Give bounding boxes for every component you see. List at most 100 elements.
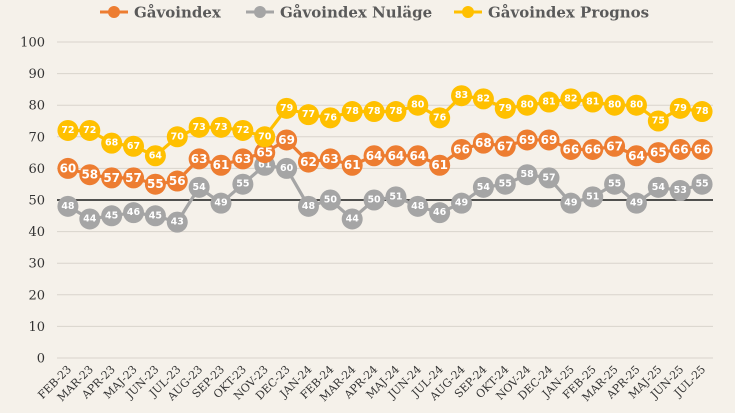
data-label: 69 bbox=[278, 133, 295, 147]
series-2: 72 72 68 67 64 70 73 73 72 70 79 77 76 78 78 78 80 76 83 82… bbox=[57, 85, 713, 167]
data-point bbox=[276, 129, 298, 151]
data-label: 51 bbox=[389, 191, 402, 202]
data-point bbox=[363, 101, 385, 123]
data-point bbox=[429, 154, 451, 176]
data-point bbox=[538, 167, 560, 189]
series-1: 48 44 45 46 45 43 54 49 55 61 60 48 50 44 50 51 48 46 49 54… bbox=[57, 154, 713, 233]
data-label: 55 bbox=[608, 179, 621, 190]
data-point bbox=[341, 208, 363, 230]
data-point bbox=[188, 148, 210, 170]
data-label: 58 bbox=[521, 169, 535, 180]
data-label: 77 bbox=[302, 109, 315, 120]
series-0: 60 58 57 57 55 56 63 61 63 65 69 62 63 61 64 64 64 61 66 68… bbox=[57, 129, 713, 195]
data-label: 81 bbox=[586, 97, 599, 108]
data-label: 63 bbox=[235, 152, 252, 166]
data-point bbox=[582, 91, 604, 113]
data-label: 78 bbox=[346, 106, 360, 117]
data-point bbox=[516, 129, 538, 151]
data-point bbox=[516, 94, 538, 116]
data-label: 83 bbox=[455, 90, 468, 101]
data-point bbox=[494, 135, 516, 157]
data-point bbox=[276, 97, 298, 119]
data-label: 69 bbox=[541, 133, 558, 147]
legend-item: Gåvoindex Nuläge bbox=[246, 4, 432, 22]
data-point bbox=[669, 138, 691, 160]
data-point bbox=[407, 195, 429, 217]
data-label: 49 bbox=[564, 198, 577, 209]
data-label: 80 bbox=[630, 100, 644, 111]
data-label: 68 bbox=[105, 138, 119, 149]
data-label: 66 bbox=[584, 142, 601, 156]
data-point bbox=[363, 189, 385, 211]
data-point bbox=[123, 135, 145, 157]
data-point bbox=[538, 91, 560, 113]
data-point bbox=[57, 119, 79, 141]
data-point bbox=[319, 107, 341, 129]
data-label: 68 bbox=[475, 136, 492, 150]
data-label: 80 bbox=[608, 100, 622, 111]
data-point bbox=[188, 176, 210, 198]
data-label: 73 bbox=[214, 122, 227, 133]
data-point bbox=[254, 142, 276, 164]
data-label: 73 bbox=[193, 122, 206, 133]
legend-swatch-marker bbox=[254, 6, 266, 18]
data-point bbox=[472, 88, 494, 110]
data-point bbox=[582, 186, 604, 208]
data-point bbox=[429, 107, 451, 129]
data-label: 72 bbox=[61, 125, 74, 136]
data-label: 54 bbox=[193, 182, 207, 193]
data-label: 78 bbox=[367, 106, 381, 117]
data-point bbox=[232, 173, 254, 195]
data-label: 55 bbox=[499, 179, 512, 190]
data-label: 61 bbox=[213, 158, 230, 172]
data-point bbox=[516, 164, 538, 186]
grid bbox=[57, 41, 713, 359]
data-label: 50 bbox=[324, 195, 338, 206]
data-label: 82 bbox=[564, 93, 577, 104]
data-label: 67 bbox=[606, 139, 623, 153]
series-group: 48 44 45 46 45 43 54 49 55 61 60 48 50 44 50 51 48 46 49 54… bbox=[57, 85, 713, 233]
data-label: 55 bbox=[147, 177, 164, 191]
data-point bbox=[407, 94, 429, 116]
data-point bbox=[560, 138, 582, 160]
data-label: 58 bbox=[81, 168, 98, 182]
data-label: 54 bbox=[477, 182, 491, 193]
data-label: 63 bbox=[191, 152, 208, 166]
data-point bbox=[319, 189, 341, 211]
legend-swatch-marker bbox=[108, 6, 120, 18]
data-label: 46 bbox=[127, 207, 141, 218]
data-point bbox=[494, 173, 516, 195]
data-label: 54 bbox=[652, 182, 666, 193]
data-point bbox=[144, 145, 166, 167]
data-label: 72 bbox=[236, 125, 249, 136]
data-point bbox=[669, 97, 691, 119]
data-label: 51 bbox=[586, 191, 599, 202]
data-point bbox=[604, 135, 626, 157]
data-point bbox=[604, 94, 626, 116]
data-label: 66 bbox=[672, 142, 689, 156]
data-label: 64 bbox=[628, 149, 645, 163]
y-tick-label: 30 bbox=[28, 257, 45, 272]
data-point bbox=[210, 154, 232, 176]
data-point bbox=[210, 116, 232, 138]
data-label: 70 bbox=[258, 131, 272, 142]
data-point bbox=[691, 173, 713, 195]
legend-label: Gåvoindex Prognos bbox=[488, 4, 649, 22]
data-label: 64 bbox=[366, 149, 383, 163]
data-point bbox=[232, 148, 254, 170]
data-label: 57 bbox=[542, 172, 555, 183]
data-point bbox=[691, 101, 713, 123]
data-label: 79 bbox=[674, 103, 687, 114]
data-label: 69 bbox=[519, 133, 536, 147]
y-tick-label: 20 bbox=[28, 288, 45, 303]
data-point bbox=[647, 176, 669, 198]
data-point bbox=[604, 173, 626, 195]
data-label: 79 bbox=[499, 103, 512, 114]
data-label: 56 bbox=[169, 174, 186, 188]
data-label: 50 bbox=[367, 195, 381, 206]
y-tick-label: 50 bbox=[28, 194, 45, 209]
legend-item: Gåvoindex bbox=[100, 4, 222, 22]
data-label: 43 bbox=[171, 217, 184, 228]
data-label: 64 bbox=[409, 149, 426, 163]
